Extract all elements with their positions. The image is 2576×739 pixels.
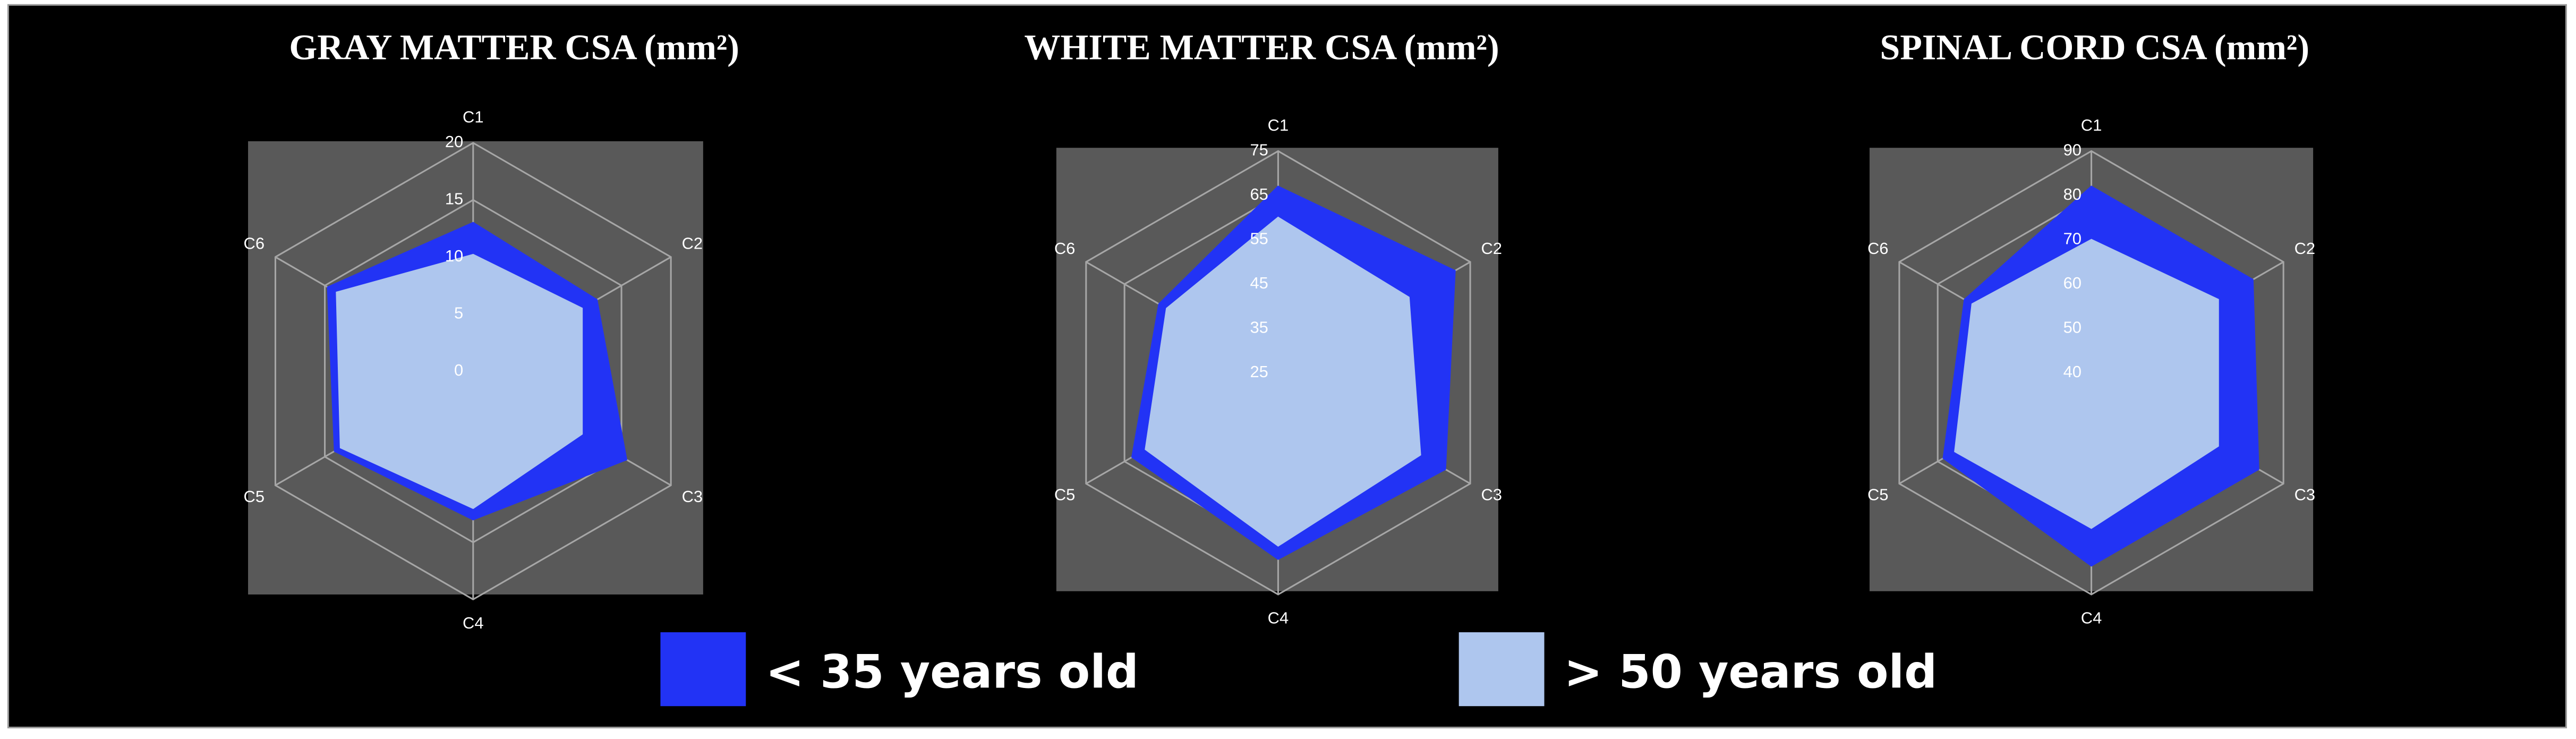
series-area — [336, 253, 583, 509]
y-tick-label: 70 — [2063, 229, 2082, 248]
y-tick-label: 65 — [1250, 185, 1268, 203]
y-tick-label: 75 — [1250, 141, 1268, 159]
category-label: C2 — [2294, 239, 2316, 258]
series-area — [1145, 216, 1421, 547]
y-tick-label: 50 — [2063, 318, 2082, 336]
y-tick-label: 20 — [445, 132, 463, 151]
y-tick-label: 15 — [445, 190, 463, 208]
category-label: C2 — [682, 234, 703, 253]
category-label: C5 — [244, 487, 265, 506]
category-label: C5 — [1867, 486, 1889, 504]
legend-label: > 50 years old — [1564, 645, 1937, 699]
category-label: C4 — [1268, 609, 1289, 627]
y-tick-label: 0 — [454, 361, 463, 379]
y-tick-label: 45 — [1250, 274, 1268, 292]
category-label: C1 — [463, 108, 484, 126]
series-area — [1954, 239, 2219, 529]
legend-swatch — [660, 632, 746, 707]
legend-swatch — [1458, 632, 1545, 707]
chart-title: SPINAL CORD CSA (mm²) — [1880, 27, 2309, 67]
category-label: C1 — [1268, 116, 1289, 134]
category-label: C6 — [1867, 239, 1889, 258]
y-tick-label: 25 — [1250, 362, 1268, 381]
y-tick-label: 60 — [2063, 274, 2082, 292]
y-tick-label: 90 — [2063, 141, 2082, 159]
y-tick-label: 35 — [1250, 318, 1268, 336]
y-tick-label: 55 — [1250, 229, 1268, 248]
y-tick-label: 5 — [454, 303, 463, 322]
category-label: C4 — [2081, 609, 2102, 627]
category-label: C6 — [1054, 239, 1076, 258]
y-tick-label: 40 — [2063, 362, 2082, 381]
y-tick-label: 80 — [2063, 185, 2082, 203]
category-label: C3 — [2294, 486, 2316, 504]
chart-title: GRAY MATTER CSA (mm²) — [289, 27, 739, 67]
category-label: C3 — [682, 487, 703, 506]
legend-label: < 35 years old — [765, 645, 1138, 699]
y-tick-label: 10 — [445, 247, 463, 265]
category-label: C4 — [463, 614, 484, 632]
category-label: C6 — [244, 234, 265, 253]
category-label: C2 — [1481, 239, 1502, 258]
category-label: C3 — [1481, 486, 1502, 504]
category-label: C1 — [2081, 116, 2102, 134]
category-label: C5 — [1054, 486, 1076, 504]
chart-title: WHITE MATTER CSA (mm²) — [1024, 27, 1499, 67]
